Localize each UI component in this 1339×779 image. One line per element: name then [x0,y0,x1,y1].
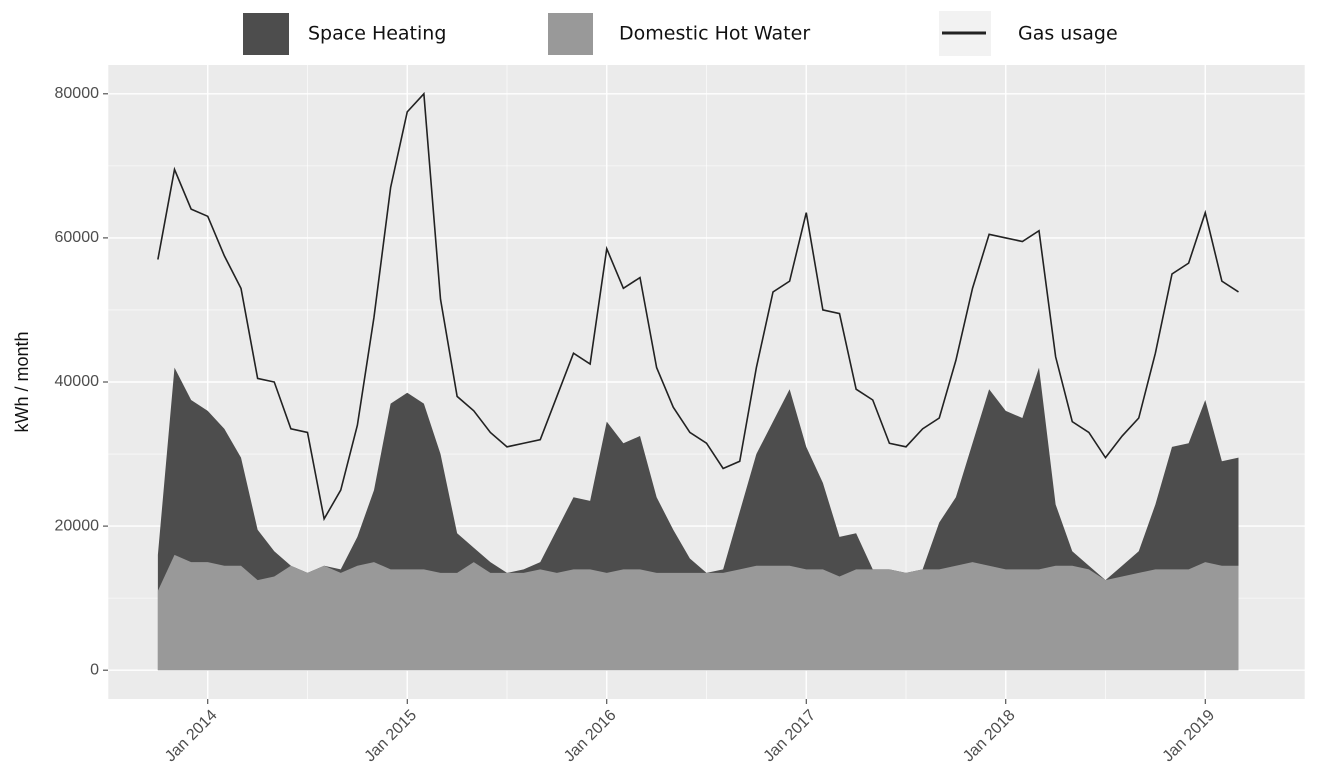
x-tick-label: Jan 2019 [1159,707,1218,766]
area-layers [157,367,1239,671]
x-tick-label: Jan 2018 [960,707,1019,766]
legend: Space Heating Domestic Hot Water Gas usa… [243,11,1118,56]
x-tick-label: Jan 2016 [561,707,620,766]
legend-label-space-heating: Space Heating [308,23,446,45]
line-gas-usage [157,91,1239,522]
x-axis: Jan 2014 Jan 2015 Jan 2016 Jan 2017 Jan 2018… [162,699,1218,765]
y-tick-label: 40000 [55,373,100,390]
x-tick-label: Jan 2017 [760,707,819,766]
y-tick-label: 60000 [55,229,100,246]
y-axis: 0 20000 40000 60000 80000 [55,85,108,678]
legend-label-domestic-hot-water: Domestic Hot Water [619,23,810,45]
legend-swatch-space-heating [243,13,289,55]
y-tick-label: 20000 [55,517,100,534]
legend-label-gas-usage: Gas usage [1018,23,1118,45]
line-layers [157,91,1239,522]
x-tick-label: Jan 2015 [361,707,420,766]
x-tick-label: Jan 2014 [162,707,221,766]
area-domestic-hot-water [157,554,1239,671]
y-tick-label: 80000 [55,85,100,102]
legend-swatch-domestic-hot-water [548,13,593,55]
y-axis-title: kWh / month [12,331,32,432]
y-tick-label: 0 [90,661,99,678]
